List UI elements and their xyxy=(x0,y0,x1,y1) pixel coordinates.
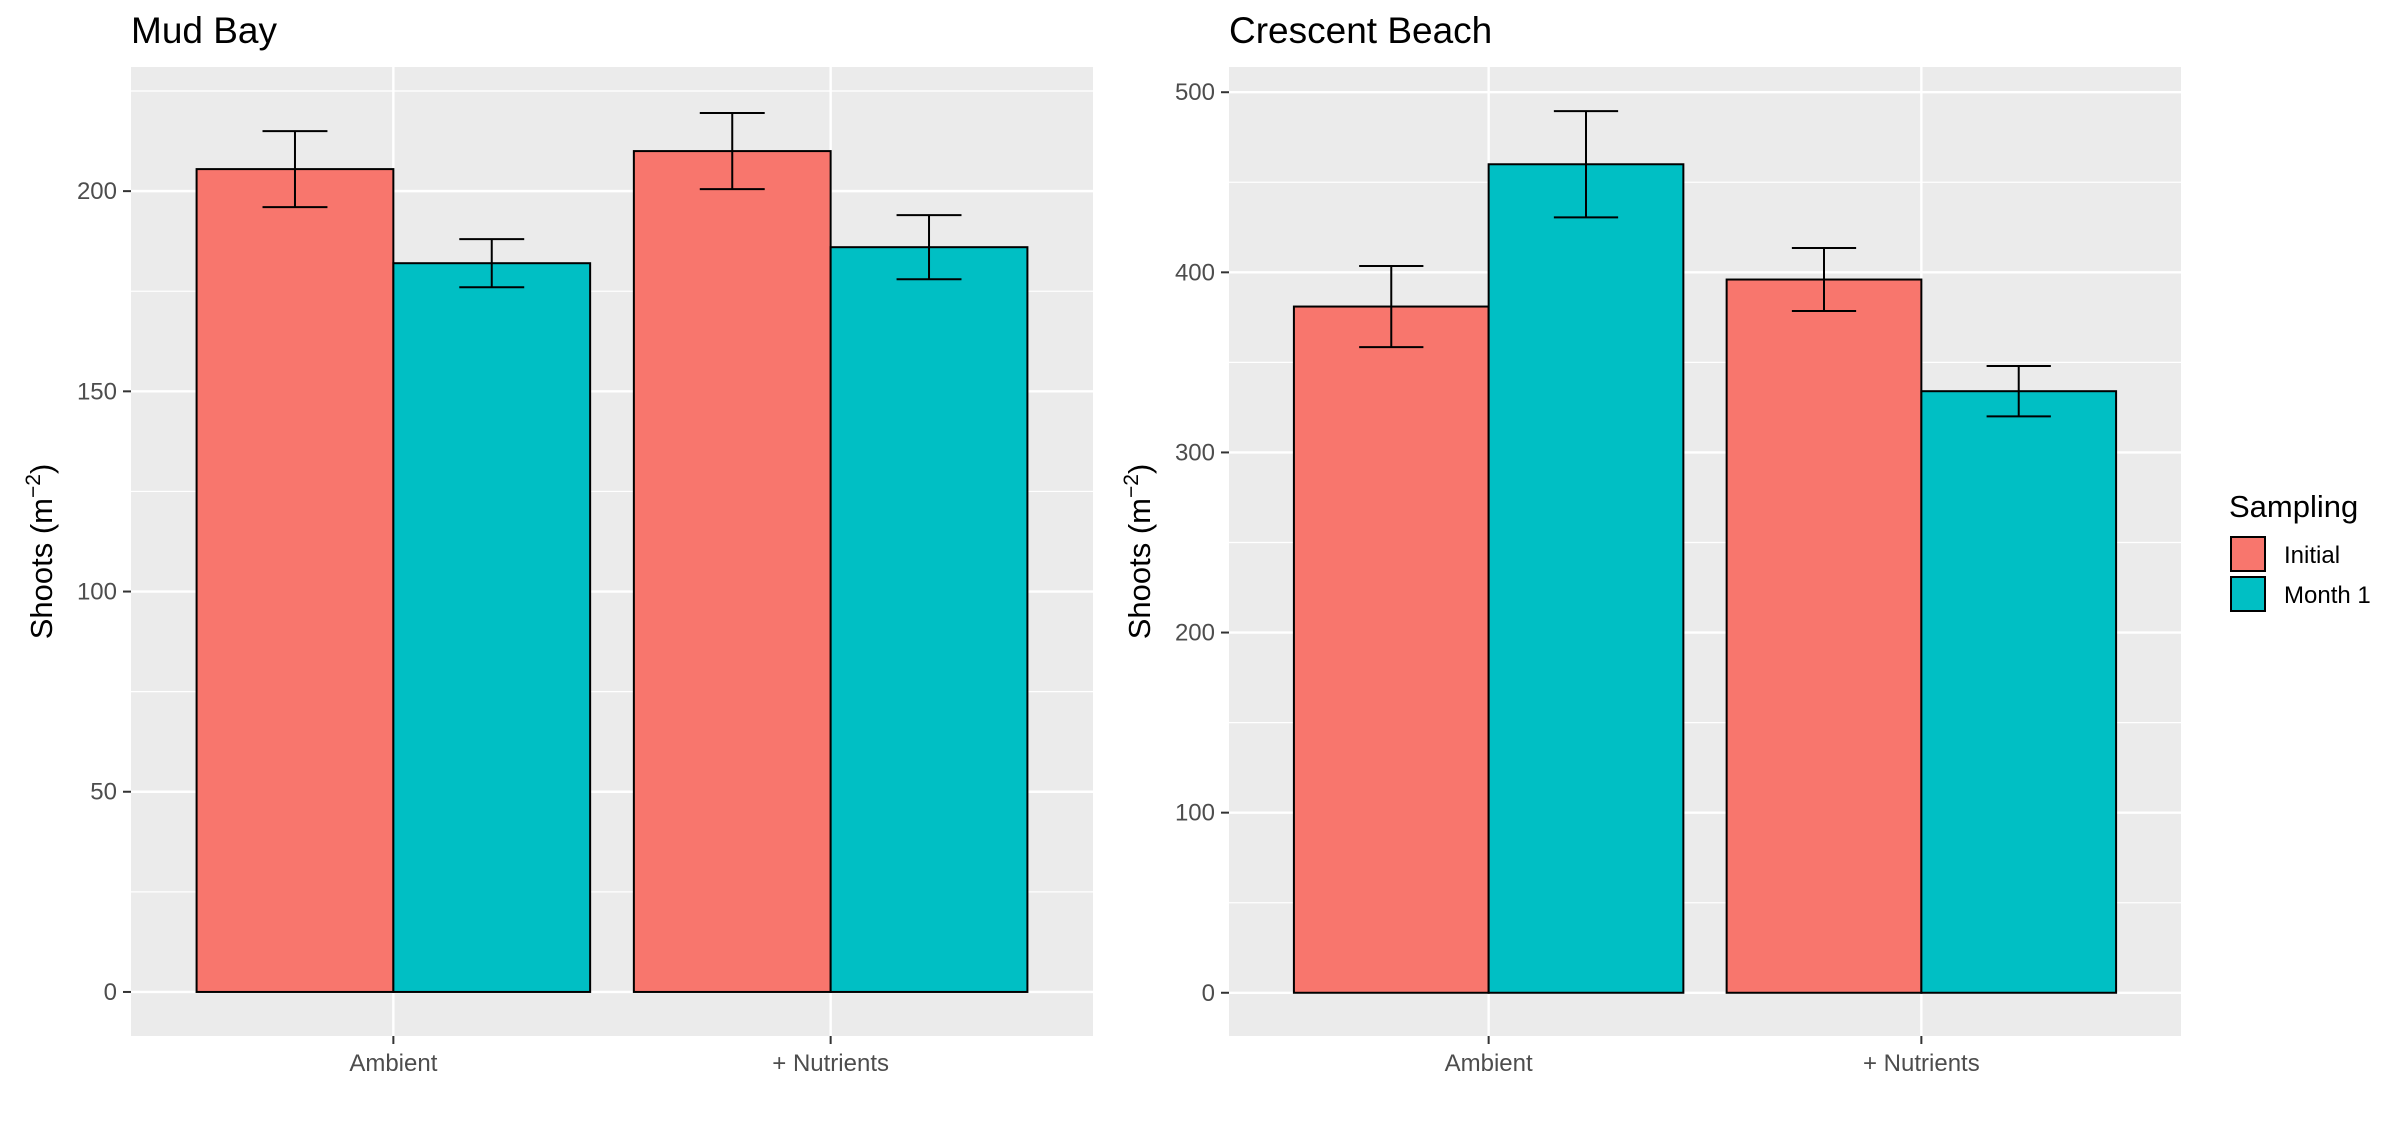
legend-entry: Month 1 xyxy=(2230,576,2371,612)
error-bar xyxy=(459,238,525,289)
bar-initial xyxy=(1292,305,1490,994)
error-bar xyxy=(1791,247,1857,313)
bar-month-1 xyxy=(829,246,1029,993)
y-axis-title: Shoots (m−2) xyxy=(22,464,59,640)
y-tick-label: 100 xyxy=(1175,800,1215,827)
y-tick-label: 200 xyxy=(77,178,117,205)
y-tick-label: 0 xyxy=(104,979,117,1006)
error-bar xyxy=(262,130,328,209)
x-tick-label: Ambient xyxy=(349,1050,437,1077)
bar-month-1 xyxy=(392,262,592,993)
y-tick-label: 500 xyxy=(1175,79,1215,106)
legend: Sampling Initial Month 1 xyxy=(2229,489,2371,612)
panel-1: Mud Bay 0 50 100 150 200 Ambient + Nutrients Sho… xyxy=(22,10,1093,1077)
y-tick-label: 150 xyxy=(77,378,117,405)
x-tick-label: Ambient xyxy=(1445,1050,1533,1077)
error-bar xyxy=(1553,110,1619,219)
error-bar xyxy=(896,214,962,281)
legend-swatch xyxy=(2230,536,2266,572)
legend-entry: Initial xyxy=(2230,536,2340,572)
y-tick-label: 100 xyxy=(77,579,117,606)
bar-initial xyxy=(195,168,395,993)
bar-month-1 xyxy=(1920,390,2118,994)
legend-title: Sampling xyxy=(2229,489,2358,524)
y-tick-label: 300 xyxy=(1175,439,1215,466)
y-tick-label: 0 xyxy=(1202,980,1215,1007)
bar-month-1 xyxy=(1487,163,1685,994)
legend-label: Initial xyxy=(2284,542,2340,569)
bar-initial xyxy=(1725,278,1923,994)
legend-swatch xyxy=(2230,576,2266,612)
panel-title: Crescent Beach xyxy=(1229,10,1492,51)
y-tick-label: 50 xyxy=(90,779,117,806)
bar-initial xyxy=(632,150,832,993)
x-tick-label: + Nutrients xyxy=(772,1050,889,1077)
error-bar xyxy=(1986,364,2051,418)
error-bar xyxy=(699,112,765,191)
panel-2: Crescent Beach 0 100 200 300 400 500 Ambient + N… xyxy=(1120,10,2181,1077)
y-tick-label: 400 xyxy=(1175,259,1215,286)
y-axis-title: Shoots (m−2) xyxy=(1120,464,1157,640)
legend-label: Month 1 xyxy=(2284,582,2371,609)
error-bar xyxy=(1359,265,1424,349)
x-tick-label: + Nutrients xyxy=(1863,1050,1980,1077)
panel-title: Mud Bay xyxy=(131,10,278,51)
y-tick-label: 200 xyxy=(1175,620,1215,647)
